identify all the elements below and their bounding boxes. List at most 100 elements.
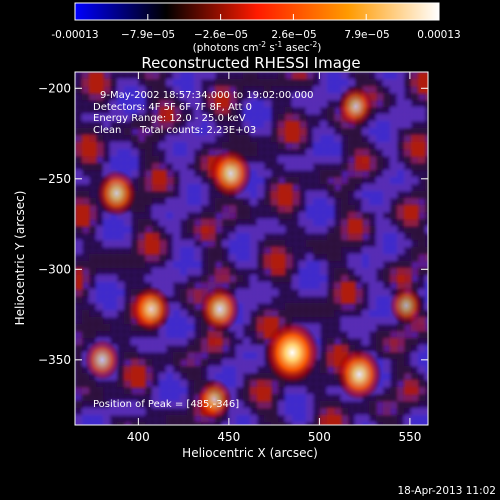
heatmap-cell <box>194 184 202 192</box>
heatmap-cell <box>418 142 426 150</box>
heatmap-cell <box>117 163 125 171</box>
heatmap-cell <box>292 303 300 311</box>
heatmap-cell <box>341 247 349 255</box>
heatmap-cell <box>103 93 111 101</box>
heatmap-cell <box>250 310 258 318</box>
x-tick-label: 500 <box>308 430 331 444</box>
heatmap-cell <box>397 331 405 339</box>
heatmap-cell <box>390 282 398 290</box>
heatmap-cell <box>173 352 181 360</box>
heatmap-cell <box>362 72 370 80</box>
heatmap-cell <box>124 303 132 311</box>
heatmap-cell <box>341 331 349 339</box>
heatmap-cell <box>215 135 223 143</box>
heatmap-cell <box>131 422 139 425</box>
heatmap-cell <box>166 373 174 381</box>
heatmap-cell <box>355 268 363 276</box>
heatmap-cell <box>145 184 153 192</box>
heatmap-cell <box>173 247 181 255</box>
heatmap-cell <box>75 177 83 185</box>
heatmap-cell <box>166 121 174 129</box>
heatmap-cell <box>369 156 377 164</box>
heatmap-cell <box>299 310 307 318</box>
heatmap-cell <box>131 247 139 255</box>
heatmap-cell <box>82 233 90 241</box>
heatmap-cell <box>313 240 321 248</box>
heatmap-cell <box>138 233 146 241</box>
heatmap-cell <box>89 184 97 192</box>
heatmap-cell <box>180 275 188 283</box>
heatmap-cell <box>201 79 209 87</box>
heatmap-cell <box>82 380 90 388</box>
heatmap-cell <box>194 275 202 283</box>
heatmap-cell <box>82 86 90 94</box>
heatmap-cell <box>299 282 307 290</box>
heatmap-cell <box>82 394 90 402</box>
heatmap-cell <box>82 107 90 115</box>
heatmap-cell <box>208 114 216 122</box>
heatmap-cell <box>138 254 146 262</box>
heatmap-cell <box>313 114 321 122</box>
heatmap-cell <box>117 408 125 416</box>
heatmap-cell <box>320 93 328 101</box>
heatmap-cell <box>306 282 314 290</box>
heatmap-cell <box>320 366 328 374</box>
heatmap-cell <box>173 289 181 297</box>
heatmap-cell <box>166 205 174 213</box>
heatmap-cell <box>229 247 237 255</box>
heatmap-cell <box>208 184 216 192</box>
heatmap-cell <box>75 415 83 423</box>
heatmap-cell <box>180 149 188 157</box>
heatmap-cell <box>187 135 195 143</box>
heatmap-cell <box>187 205 195 213</box>
heatmap-cell <box>236 86 244 94</box>
heatmap-cell <box>411 352 419 360</box>
heatmap-cell <box>180 219 188 227</box>
heatmap-cell <box>96 135 104 143</box>
heatmap-cell <box>208 156 216 164</box>
heatmap-cell <box>117 422 125 425</box>
heatmap-cell <box>376 401 384 409</box>
heatmap-cell <box>411 422 419 425</box>
heatmap-cell <box>243 352 251 360</box>
heatmap-cell <box>159 72 167 80</box>
heatmap-cell <box>173 212 181 220</box>
heatmap-cell <box>215 338 223 346</box>
heatmap-cell <box>292 261 300 269</box>
heatmap-cell <box>75 100 83 108</box>
heatmap-cell <box>75 324 83 332</box>
heatmap-cell <box>173 338 181 346</box>
heatmap-cell <box>306 226 314 234</box>
heatmap-cell <box>313 107 321 115</box>
heatmap-cell <box>117 338 125 346</box>
heatmap-cell <box>348 282 356 290</box>
heatmap-cell <box>278 394 286 402</box>
heatmap-cell <box>306 72 314 80</box>
heatmap-cell <box>236 324 244 332</box>
heatmap-cell <box>145 359 153 367</box>
heatmap-cell <box>250 212 258 220</box>
heatmap-cell <box>320 408 328 416</box>
heatmap-cell <box>194 331 202 339</box>
heatmap-cell <box>138 366 146 374</box>
heatmap-cell <box>320 373 328 381</box>
heatmap-cell <box>222 205 230 213</box>
heatmap-cell <box>159 247 167 255</box>
heatmap-cell <box>418 408 426 416</box>
heatmap-cell <box>201 205 209 213</box>
heatmap-cell <box>327 352 335 360</box>
heatmap-cell <box>208 93 216 101</box>
heatmap-cell <box>159 93 167 101</box>
heatmap-cell <box>404 149 412 157</box>
annotation-clean: Clean <box>93 125 121 136</box>
heatmap-cell <box>327 394 335 402</box>
heatmap-cell <box>138 184 146 192</box>
heatmap-cell <box>348 261 356 269</box>
heatmap-cell <box>229 387 237 395</box>
heatmap-cell <box>383 191 391 199</box>
heatmap-cell <box>250 380 258 388</box>
heatmap-cell <box>110 226 118 234</box>
heatmap-cell <box>425 380 428 388</box>
heatmap-cell <box>138 163 146 171</box>
heatmap-cell <box>383 177 391 185</box>
